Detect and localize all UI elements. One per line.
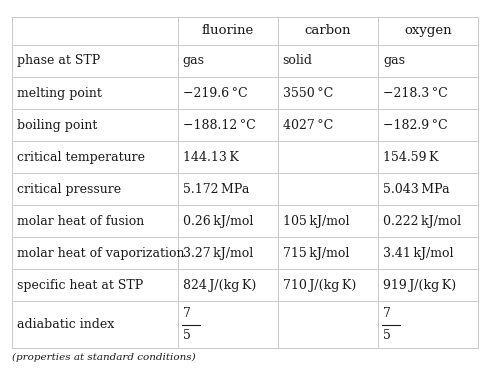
Text: 710 J/(kg K): 710 J/(kg K) — [282, 279, 355, 292]
Text: −218.3 °C: −218.3 °C — [382, 87, 447, 99]
Text: 7: 7 — [382, 307, 390, 320]
Text: critical temperature: critical temperature — [17, 150, 145, 164]
Text: molar heat of vaporization: molar heat of vaporization — [17, 247, 184, 259]
Text: 5.043 MPa: 5.043 MPa — [382, 183, 448, 196]
Text: 7: 7 — [182, 307, 190, 320]
Text: 105 kJ/mol: 105 kJ/mol — [282, 214, 348, 228]
Text: (properties at standard conditions): (properties at standard conditions) — [12, 352, 196, 362]
Text: 0.222 kJ/mol: 0.222 kJ/mol — [382, 214, 460, 228]
Text: melting point: melting point — [17, 87, 102, 99]
Text: boiling point: boiling point — [17, 118, 97, 132]
Text: gas: gas — [182, 54, 204, 68]
Text: 919 J/(kg K): 919 J/(kg K) — [382, 279, 455, 292]
Text: −182.9 °C: −182.9 °C — [382, 118, 447, 132]
Text: 4027 °C: 4027 °C — [282, 118, 332, 132]
Text: molar heat of fusion: molar heat of fusion — [17, 214, 144, 228]
Text: phase at STP: phase at STP — [17, 54, 100, 68]
Text: solid: solid — [282, 54, 312, 68]
Text: 3550 °C: 3550 °C — [282, 87, 332, 99]
Text: 0.26 kJ/mol: 0.26 kJ/mol — [182, 214, 252, 228]
Text: 824 J/(kg K): 824 J/(kg K) — [182, 279, 255, 292]
Text: gas: gas — [382, 54, 404, 68]
Text: adiabatic index: adiabatic index — [17, 318, 114, 331]
Text: 3.27 kJ/mol: 3.27 kJ/mol — [182, 247, 252, 259]
Text: −219.6 °C: −219.6 °C — [182, 87, 246, 99]
Text: critical pressure: critical pressure — [17, 183, 121, 196]
Text: carbon: carbon — [304, 24, 350, 38]
Text: 715 kJ/mol: 715 kJ/mol — [282, 247, 348, 259]
Text: 5: 5 — [382, 329, 390, 342]
Text: 5: 5 — [182, 329, 190, 342]
Text: 144.13 K: 144.13 K — [182, 150, 238, 164]
Text: specific heat at STP: specific heat at STP — [17, 279, 143, 292]
Text: −188.12 °C: −188.12 °C — [182, 118, 255, 132]
Text: 3.41 kJ/mol: 3.41 kJ/mol — [382, 247, 452, 259]
Text: fluorine: fluorine — [201, 24, 253, 38]
Text: 5.172 MPa: 5.172 MPa — [182, 183, 248, 196]
Text: oxygen: oxygen — [404, 24, 451, 38]
Text: 154.59 K: 154.59 K — [382, 150, 438, 164]
